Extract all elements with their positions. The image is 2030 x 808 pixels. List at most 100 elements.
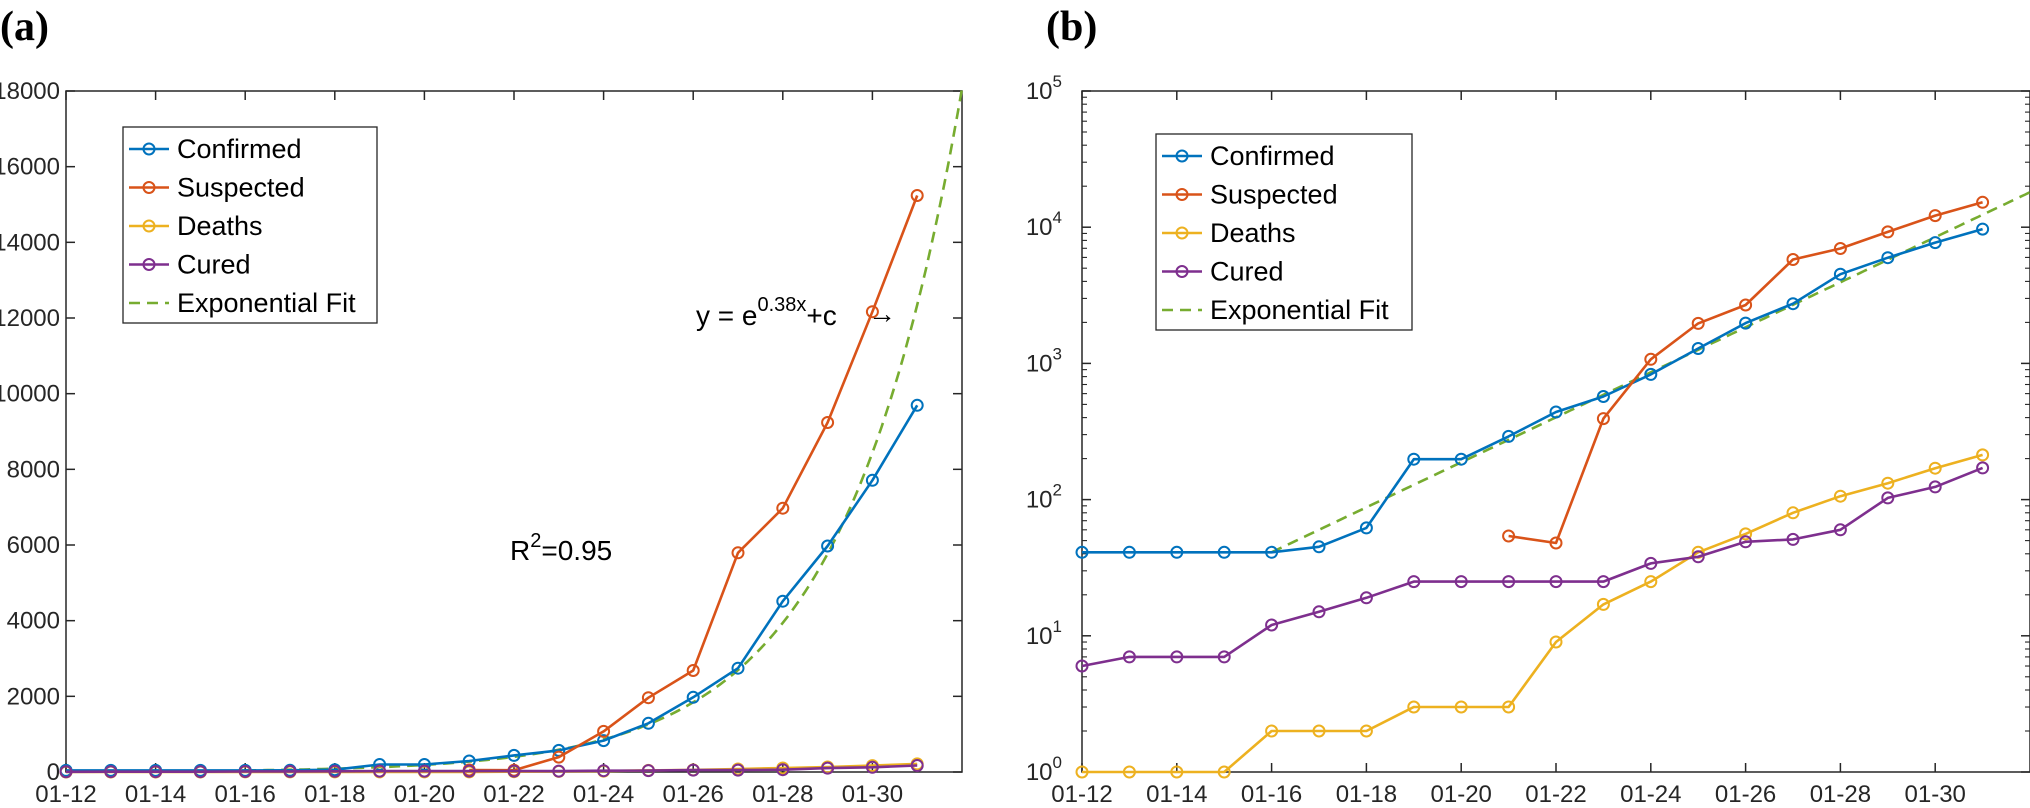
x-tick-label-a: 01-30 <box>842 781 903 808</box>
data-point-deaths-b <box>1359 724 1373 738</box>
x-tick-label-b: 01-30 <box>1905 781 1966 808</box>
equation-annotation: y = e0.38x+c <box>696 294 837 331</box>
series-line-deaths-b <box>1082 453 1983 774</box>
y-tick-label-a: 8000 <box>7 456 60 483</box>
data-point-cured-b <box>1881 491 1895 505</box>
y-tick-label-a: 12000 <box>0 305 60 332</box>
data-point-suspected-a <box>910 189 924 202</box>
legend-marker-suspected-b <box>1175 188 1189 201</box>
x-tick-label-b: 01-22 <box>1525 781 1586 808</box>
data-point-cured-a <box>776 763 790 777</box>
y-tick-label-base-b: 10 <box>1026 78 1053 105</box>
data-point-cured-a <box>641 764 655 778</box>
data-point-suspected-b <box>1549 536 1563 550</box>
x-tick-label-b: 01-20 <box>1431 781 1492 808</box>
data-point-cured-a <box>373 764 387 778</box>
data-point-suspected-a <box>597 724 611 738</box>
data-point-cured-b <box>1170 650 1184 664</box>
series-line-suspected-a <box>469 195 919 772</box>
series-line-confirmed-a <box>66 404 919 772</box>
data-point-cured-a <box>910 759 924 772</box>
legend-label-a: Confirmed <box>177 134 302 164</box>
data-point-confirmed-b <box>1691 342 1705 355</box>
data-point-suspected-a <box>641 691 655 705</box>
y-tick-label-base-b: 10 <box>1026 759 1053 786</box>
equation-exponent: 0.38x <box>757 294 806 316</box>
series-line-confirmed-b <box>1082 227 1983 554</box>
data-point-cured-b <box>1312 605 1326 619</box>
x-tick-label-a: 01-18 <box>304 781 365 808</box>
equation-suffix: +c <box>806 300 836 331</box>
y-tick-label-a: 4000 <box>7 608 60 635</box>
y-tick-label-b: 100 <box>1026 753 1062 786</box>
data-point-cured-a <box>149 765 163 779</box>
data-point-cured-a <box>686 763 700 777</box>
data-point-cured-a <box>731 763 745 777</box>
y-tick-label-a: 0 <box>47 759 60 786</box>
data-point-deaths-b <box>1075 765 1089 779</box>
data-point-cured-b <box>1833 523 1847 537</box>
data-point-cured-a <box>193 765 207 779</box>
data-point-cured-a <box>597 764 611 778</box>
data-point-suspected-b <box>1928 209 1942 223</box>
r-squared-exponent: 2 <box>530 530 541 552</box>
y-tick-label-b: 105 <box>1026 72 1062 105</box>
legend-label-a: Exponential Fit <box>177 288 356 318</box>
y-tick-label-b: 102 <box>1026 481 1062 514</box>
data-point-cured-b <box>1265 618 1279 632</box>
data-point-suspected-b <box>1881 225 1895 239</box>
data-point-cured-b <box>1359 591 1373 605</box>
x-tick-label-b: 01-26 <box>1715 781 1776 808</box>
data-point-suspected-a <box>552 750 566 764</box>
y-tick-label-b: 101 <box>1026 617 1062 650</box>
data-point-cured-b <box>1976 461 1990 475</box>
y-tick-label-exponent-b: 3 <box>1053 344 1062 363</box>
x-tick-label-b: 01-18 <box>1336 781 1397 808</box>
data-point-deaths-b <box>1170 765 1184 779</box>
chart-panel-a: 0 2000 4000 6000 8000 10000 12000 14000 16000 180… <box>0 78 964 808</box>
legend-a: Confirmed Suspected Deaths Cured Exponential… <box>122 126 378 324</box>
data-point-cured-b <box>1075 659 1089 673</box>
data-point-suspected-b <box>1644 352 1658 366</box>
data-point-confirmed-b <box>1549 405 1563 419</box>
data-point-confirmed-b <box>1265 545 1279 559</box>
data-point-suspected-a <box>686 664 700 677</box>
data-point-deaths-b <box>1502 700 1516 714</box>
data-point-confirmed-b <box>1312 540 1326 554</box>
legend-marker-confirmed-b <box>1175 149 1189 163</box>
data-point-deaths-b <box>1265 724 1279 738</box>
data-point-suspected-a <box>776 501 790 515</box>
data-point-deaths-b <box>1833 489 1847 503</box>
data-point-confirmed-a <box>731 661 745 675</box>
data-point-confirmed-a <box>641 716 655 730</box>
legend-label-b: Cured <box>1210 257 1284 287</box>
x-tick-label-b: 01-28 <box>1810 781 1871 808</box>
data-point-confirmed-b <box>1454 452 1468 466</box>
legend-label-a: Cured <box>177 250 251 280</box>
data-point-confirmed-b <box>1596 390 1610 403</box>
data-point-deaths-b <box>1881 476 1895 490</box>
data-point-confirmed-b <box>1786 297 1800 311</box>
data-point-confirmed-a <box>865 473 879 487</box>
legend-label-b: Exponential Fit <box>1210 295 1389 325</box>
legend-marker-deaths-b <box>1175 226 1189 240</box>
y-tick-label-exponent-b: 0 <box>1053 753 1062 772</box>
data-point-confirmed-b <box>1170 545 1184 559</box>
data-point-confirmed-a <box>910 398 924 412</box>
legend-b: Confirmed Suspected Deaths Cured Exponential… <box>1155 133 1413 331</box>
data-point-cured-b <box>1549 575 1563 589</box>
data-point-suspected-b <box>1596 412 1610 426</box>
data-point-cured-b <box>1786 532 1800 546</box>
x-tick-label-a: 01-22 <box>483 781 544 808</box>
x-tick-label-a: 01-16 <box>215 781 276 808</box>
y-tick-label-exponent-b: 2 <box>1053 481 1062 500</box>
data-point-deaths-b <box>1122 765 1136 779</box>
y-tick-label-a: 2000 <box>7 683 60 710</box>
series-line-suspected-b <box>1508 201 1983 545</box>
data-point-cured-a <box>821 761 835 775</box>
data-point-deaths-b <box>1312 724 1326 738</box>
y-tick-label-exponent-b: 4 <box>1053 208 1062 227</box>
exponential-fit-line-b <box>1271 191 2030 554</box>
